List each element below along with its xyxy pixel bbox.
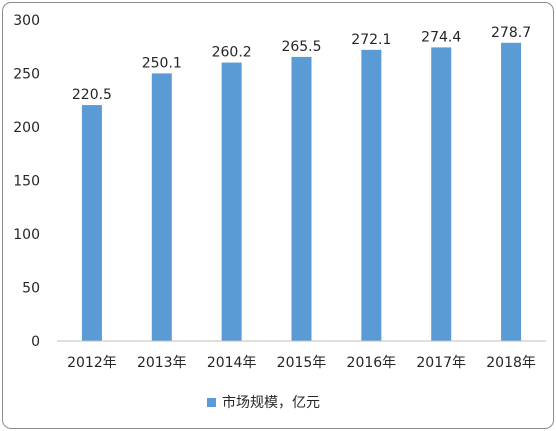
y-tick-label-3: 150 [13, 174, 40, 190]
bar-3 [291, 56, 312, 341]
y-tick-label-1: 50 [22, 281, 40, 297]
x-tick-label-3: 2015年 [277, 355, 327, 371]
y-tick-label-5: 250 [13, 67, 40, 83]
x-tick-label-1: 2013年 [137, 355, 187, 371]
bar-0 [81, 105, 102, 341]
data-label-5: 274.4 [421, 29, 461, 45]
data-label-6: 278.7 [491, 25, 531, 41]
x-tick-label-2: 2014年 [207, 355, 257, 371]
bar-2 [221, 62, 242, 341]
data-label-1: 250.1 [142, 55, 182, 71]
bar-5 [431, 47, 452, 341]
legend-swatch [207, 398, 216, 407]
x-tick-label-4: 2016年 [347, 355, 397, 371]
x-axis: 2012年 2013年 2014年 2015年 2016年 2017年 2018年 [57, 340, 546, 371]
y-tick-label-2: 100 [13, 227, 40, 243]
y-tick-label-4: 200 [13, 120, 40, 136]
data-label-3: 265.5 [281, 39, 321, 55]
x-tick-label-0: 2012年 [67, 355, 117, 371]
legend: 市场规模，亿元 [207, 394, 320, 411]
bar-4 [361, 49, 382, 342]
y-tick-label-0: 0 [31, 334, 40, 350]
bar-1 [151, 73, 172, 341]
data-label-2: 260.2 [212, 45, 252, 61]
data-labels-group: 220.5 250.1 260.2 265.5 272.1 274.4 278.7 [72, 25, 531, 103]
legend-label: 市场规模，亿元 [222, 394, 320, 411]
x-tick-label-6: 2018年 [486, 355, 536, 371]
bars-group [81, 42, 522, 342]
x-tick-label-5: 2017年 [416, 355, 466, 371]
y-axis: 0 50 100 150 200 250 300 [13, 13, 40, 350]
data-label-4: 272.1 [351, 32, 391, 48]
data-label-0: 220.5 [72, 87, 112, 103]
y-tick-label-6: 300 [13, 13, 40, 29]
bar-6 [501, 42, 522, 341]
